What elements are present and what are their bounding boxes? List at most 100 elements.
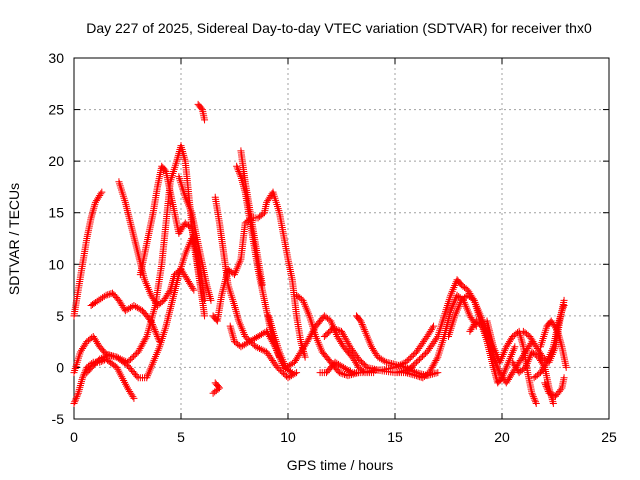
data-point <box>180 153 188 161</box>
data-point <box>153 331 161 339</box>
data-point <box>517 335 525 343</box>
data-point <box>553 326 561 334</box>
data-point <box>75 385 83 393</box>
data-point <box>519 341 527 349</box>
data-point <box>409 351 417 359</box>
data-point <box>331 325 339 333</box>
data-point <box>409 361 417 369</box>
data-point <box>557 386 565 394</box>
series-track-15 <box>237 147 266 289</box>
data-point <box>97 354 105 362</box>
data-point <box>391 360 399 368</box>
data-point <box>196 281 204 289</box>
x-axis-label: GPS time / hours <box>287 457 394 473</box>
data-point <box>71 398 79 406</box>
x-tick-label: 5 <box>177 429 185 445</box>
data-point <box>541 379 549 387</box>
data-point <box>201 116 209 124</box>
data-point <box>116 355 124 363</box>
data-point <box>346 343 354 351</box>
data-point <box>559 305 567 313</box>
data-point <box>77 380 85 388</box>
y-axis-label: SDTVAR / TECUs <box>6 183 22 295</box>
series-track-23 <box>445 291 519 387</box>
data-point <box>156 338 164 346</box>
data-point <box>359 322 367 330</box>
y-tick-label: 20 <box>48 153 64 169</box>
series-track-30 <box>541 374 568 400</box>
data-point <box>560 302 568 310</box>
data-point <box>518 337 526 345</box>
data-point <box>228 328 236 336</box>
data-point <box>89 208 97 216</box>
data-point <box>393 361 401 369</box>
data-point <box>177 142 185 150</box>
data-point <box>529 391 537 399</box>
data-point <box>88 210 96 218</box>
data-point <box>405 355 413 363</box>
data-point <box>102 291 110 299</box>
data-point <box>107 290 115 298</box>
series-track-12 <box>209 188 309 361</box>
data-point <box>360 324 368 332</box>
data-point <box>229 332 237 340</box>
data-point <box>131 351 139 359</box>
data-point <box>127 355 135 363</box>
data-point <box>227 324 235 332</box>
data-point <box>79 374 87 382</box>
data-point <box>403 357 411 365</box>
data-point <box>206 293 214 301</box>
data-point <box>76 383 84 391</box>
data-point <box>232 305 240 313</box>
data-point <box>228 330 236 338</box>
data-point <box>545 389 553 397</box>
data-point <box>339 370 347 378</box>
data-point <box>528 389 536 397</box>
data-point <box>226 322 234 330</box>
data-points <box>70 100 570 408</box>
data-point <box>335 369 343 377</box>
data-point <box>415 355 423 363</box>
data-point <box>349 346 357 354</box>
data-point <box>337 369 345 377</box>
y-tick-label: 25 <box>48 102 64 118</box>
data-point <box>402 369 410 377</box>
series-track-8 <box>175 173 215 304</box>
data-point <box>407 370 415 378</box>
y-tick-label: 0 <box>56 359 64 375</box>
data-point <box>275 365 283 373</box>
data-point <box>332 325 340 333</box>
data-point <box>124 358 131 366</box>
x-tick-label: 20 <box>494 429 510 445</box>
series-track-5 <box>83 142 209 377</box>
data-point <box>197 104 205 112</box>
data-point <box>547 390 555 398</box>
data-point <box>257 345 265 353</box>
data-point <box>71 396 79 404</box>
data-point <box>562 363 570 371</box>
data-point <box>130 352 138 360</box>
data-point <box>412 372 420 380</box>
data-point <box>357 317 365 325</box>
data-point <box>518 339 526 347</box>
y-tick-label: 15 <box>48 205 64 221</box>
data-point <box>133 372 141 380</box>
data-point <box>381 357 389 365</box>
data-point <box>357 319 365 327</box>
data-point <box>532 398 540 406</box>
data-point <box>241 332 249 340</box>
data-point <box>411 371 419 379</box>
data-point <box>74 391 82 399</box>
data-point <box>76 381 84 389</box>
series-track-29 <box>537 317 570 371</box>
data-point <box>212 316 220 324</box>
data-point <box>351 350 359 358</box>
data-point <box>549 400 557 408</box>
data-point <box>231 303 239 311</box>
y-tick-label: -5 <box>52 411 65 427</box>
data-point <box>77 378 85 386</box>
data-point <box>434 369 442 377</box>
data-point <box>344 372 352 380</box>
data-point <box>130 394 138 402</box>
